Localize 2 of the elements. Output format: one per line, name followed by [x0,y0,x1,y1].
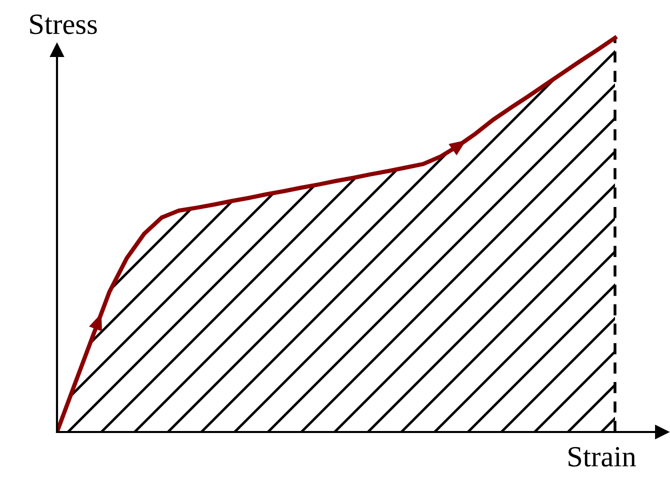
x-axis-title: Strain [568,446,636,467]
y-axis-title: Stress [30,14,97,34]
